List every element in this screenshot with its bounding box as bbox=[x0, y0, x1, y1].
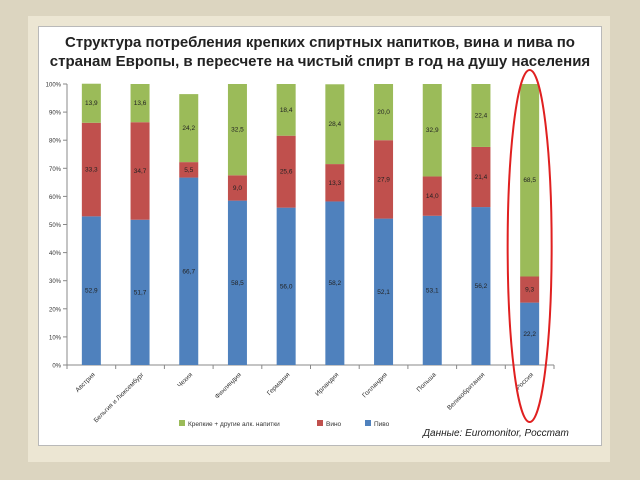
bar-segment bbox=[276, 135, 296, 208]
x-category-label: Голландия bbox=[361, 371, 389, 399]
x-category-label: Германия bbox=[266, 371, 292, 397]
bar-segment bbox=[422, 215, 442, 365]
y-tick-label: 30% bbox=[49, 279, 62, 285]
bar-segment bbox=[520, 276, 540, 303]
data-label: 14,0 bbox=[426, 193, 439, 200]
bar-segment bbox=[471, 146, 491, 208]
bar-segment bbox=[81, 216, 101, 365]
y-tick-label: 60% bbox=[49, 195, 62, 201]
bar-segment bbox=[130, 122, 150, 220]
y-tick-label: 50% bbox=[49, 223, 62, 229]
data-label: 56,0 bbox=[280, 283, 293, 290]
data-label: 51,7 bbox=[134, 289, 147, 296]
bar-segment bbox=[374, 84, 394, 141]
x-category-label: Чехия bbox=[176, 371, 194, 389]
bar-segment bbox=[276, 207, 296, 365]
bar-segment bbox=[422, 176, 442, 216]
data-label: 58,5 bbox=[231, 280, 244, 287]
x-category-label: Финляндия bbox=[214, 371, 243, 400]
legend-swatch bbox=[317, 420, 323, 426]
legend-swatch bbox=[179, 420, 185, 426]
legend-label: Вино bbox=[326, 421, 342, 428]
y-tick-label: 0% bbox=[52, 364, 61, 370]
data-label: 52,1 bbox=[377, 289, 390, 296]
y-tick-label: 20% bbox=[49, 307, 62, 313]
highlight-ellipse bbox=[506, 69, 553, 423]
data-label: 18,4 bbox=[280, 107, 293, 114]
data-label: 5,5 bbox=[184, 167, 193, 174]
bar-segment bbox=[227, 84, 247, 176]
data-label: 22,4 bbox=[475, 112, 488, 119]
data-label: 9,0 bbox=[233, 185, 242, 192]
bar-segment bbox=[81, 83, 101, 123]
data-label: 21,4 bbox=[475, 174, 488, 181]
bar-segment bbox=[520, 302, 540, 365]
bar-segment bbox=[227, 200, 247, 365]
data-label: 24,2 bbox=[182, 125, 195, 132]
data-label: 56,2 bbox=[475, 283, 488, 290]
x-category-label: Австрия bbox=[74, 371, 97, 394]
y-tick-label: 100% bbox=[46, 83, 62, 89]
bar-segment bbox=[422, 84, 442, 177]
legend-label: Крепкие + другие алк. напитки bbox=[188, 421, 280, 428]
data-label: 68,5 bbox=[523, 177, 536, 184]
data-label: 25,6 bbox=[280, 169, 293, 176]
y-tick-label: 90% bbox=[49, 111, 62, 117]
bar-segment bbox=[179, 94, 199, 163]
data-label: 53,1 bbox=[426, 287, 439, 294]
chart-title-line-1: Структура потребления крепких спиртных н… bbox=[65, 34, 575, 51]
y-tick-label: 10% bbox=[49, 335, 62, 341]
data-label: 13,6 bbox=[134, 100, 147, 107]
data-label: 32,5 bbox=[231, 127, 244, 134]
y-tick-label: 80% bbox=[49, 139, 62, 145]
bar-segment bbox=[325, 201, 345, 365]
legend-swatch bbox=[365, 420, 371, 426]
bar-segment bbox=[179, 162, 199, 178]
data-label: 33,3 bbox=[85, 167, 98, 174]
data-label: 27,9 bbox=[377, 176, 390, 183]
data-label: 13,9 bbox=[85, 100, 98, 107]
bar-segment bbox=[179, 177, 199, 365]
bar-segment bbox=[325, 84, 345, 165]
data-label: 20,0 bbox=[377, 109, 390, 116]
source-note: Данные: Euromonitor, Росстат bbox=[423, 428, 569, 439]
x-category-label: Ирландия bbox=[314, 371, 341, 398]
data-label: 13,3 bbox=[329, 180, 342, 187]
bar-segment bbox=[471, 84, 491, 147]
data-label: 32,9 bbox=[426, 127, 439, 134]
bar-segment bbox=[471, 207, 491, 365]
x-category-label: Великобритания bbox=[445, 370, 486, 411]
bar-segment bbox=[374, 218, 394, 365]
stacked-bar-chart: 0% 10% 20% 30% 40% 50% 60% 70% 80% 90% 100% 52,9 33,… bbox=[46, 69, 555, 428]
bar-segment bbox=[325, 164, 345, 202]
bar-segment bbox=[276, 84, 296, 136]
chart-panel: Структура потребления крепких спиртных н… bbox=[38, 26, 602, 446]
data-label: 52,9 bbox=[85, 288, 98, 295]
bar-segment bbox=[374, 140, 394, 219]
data-label: 9,3 bbox=[525, 287, 534, 294]
bar-segment bbox=[227, 175, 247, 201]
bar-segment bbox=[130, 84, 150, 123]
data-label: 66,7 bbox=[182, 268, 195, 275]
x-category-label: Бельгия и Люксембург bbox=[92, 370, 146, 424]
y-tick-label: 70% bbox=[49, 167, 62, 173]
legend-label: Пиво bbox=[374, 421, 390, 428]
bar-segment bbox=[520, 84, 540, 277]
data-label: 58,2 bbox=[329, 280, 342, 287]
data-label: 22,2 bbox=[523, 331, 536, 338]
x-category-label: Россия bbox=[515, 371, 535, 391]
chart-title-line-2: странам Европы, в пересчете на чистый сп… bbox=[49, 53, 591, 70]
x-category-label: Польша bbox=[416, 371, 438, 393]
data-label: 28,4 bbox=[329, 121, 342, 128]
bar-segment bbox=[81, 122, 101, 217]
bar-segment bbox=[130, 219, 150, 365]
data-label: 34,7 bbox=[134, 168, 147, 175]
y-tick-label: 40% bbox=[49, 251, 62, 257]
chart-title: Структура потребления крепких спиртных н… bbox=[39, 33, 601, 71]
